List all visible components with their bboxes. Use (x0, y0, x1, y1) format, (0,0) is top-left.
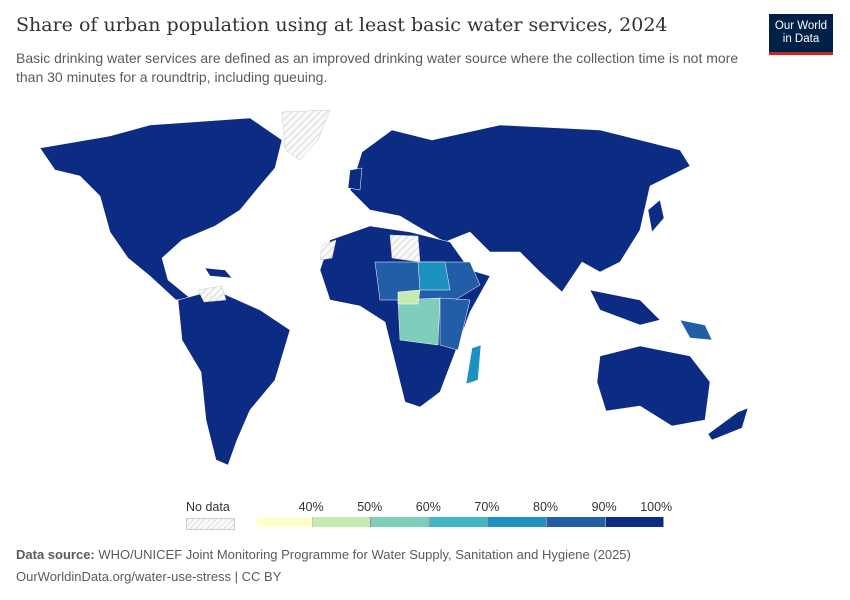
region-libya (389, 234, 421, 263)
region-japan (647, 199, 665, 233)
legend-color-scale: 40% 50% 60% 70% 80% 90% 100% (254, 500, 672, 535)
region-central-africa (397, 297, 441, 346)
legend-swatch (605, 517, 665, 527)
legend-tick-label: 40% (298, 500, 324, 514)
legend-no-data: No data (186, 500, 235, 530)
owid-logo[interactable]: Our World in Data (769, 14, 833, 55)
region-caribbean (204, 267, 233, 279)
data-source: Data source: WHO/UNICEF Joint Monitoring… (16, 547, 631, 562)
chart-subtitle: Basic drinking water services are define… (16, 50, 739, 85)
region-western-sahara (319, 239, 337, 261)
source-text: WHO/UNICEF Joint Monitoring Programme fo… (98, 547, 631, 562)
legend-swatch (488, 517, 547, 527)
world-map[interactable] (0, 100, 850, 480)
source-label: Data source: (16, 547, 95, 562)
legend-tick-label: 90% (591, 500, 617, 514)
legend-swatch (547, 517, 606, 527)
region-eurasia (349, 124, 691, 293)
region-uk (347, 167, 363, 191)
region-sudan (417, 261, 451, 291)
region-east-africa (439, 297, 471, 351)
legend-tick-label: 80% (533, 500, 559, 514)
region-north-america (39, 117, 283, 301)
region-papua (679, 319, 713, 341)
legend-swatch (429, 517, 489, 527)
region-new-zealand (707, 407, 749, 441)
region-greenland (281, 109, 331, 161)
region-car (397, 289, 421, 305)
region-southeast-asia (589, 289, 661, 326)
logo-text: Our World in Data (774, 20, 828, 45)
legend-tick-label: 50% (357, 500, 383, 514)
region-australia (596, 345, 711, 427)
source-url[interactable]: OurWorldinData.org/water-use-stress | CC… (16, 569, 282, 584)
chart-title: Share of urban population using at least… (16, 14, 668, 36)
legend-tick-label: 100% (640, 500, 673, 514)
legend-no-data-swatch (186, 518, 235, 530)
legend-swatch (254, 517, 313, 527)
region-venezuela (197, 285, 227, 303)
legend-no-data-label: No data (186, 500, 230, 514)
legend-swatch (371, 517, 430, 527)
legend-swatch (312, 517, 372, 527)
legend-tick-label: 60% (415, 500, 441, 514)
region-madagascar (465, 344, 482, 385)
legend-tick-label: 70% (474, 500, 500, 514)
region-south-america (177, 289, 291, 466)
